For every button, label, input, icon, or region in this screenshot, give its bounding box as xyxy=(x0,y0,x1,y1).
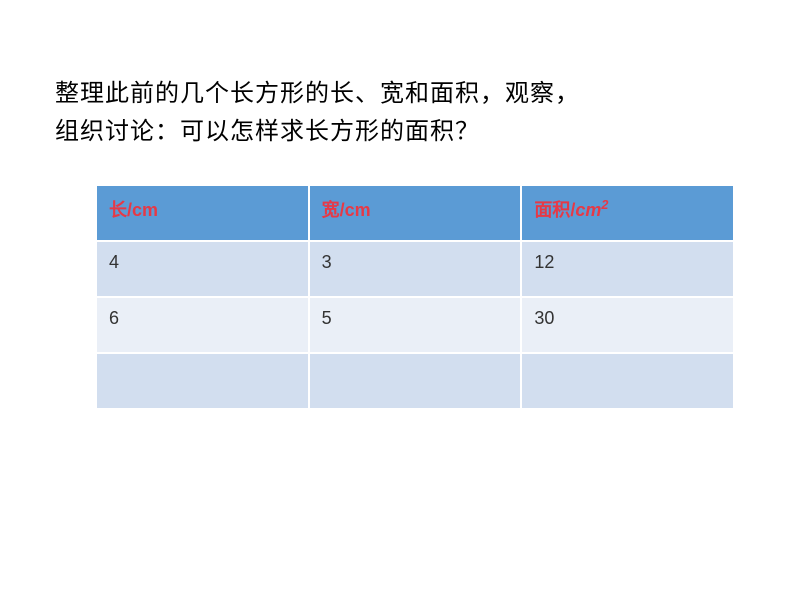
header-width: 宽/cm xyxy=(309,185,522,241)
question-line-2: 组织讨论：可以怎样求长方形的面积？ xyxy=(55,118,480,145)
cell-area xyxy=(521,353,734,409)
header-area-label: 面积 xyxy=(534,200,570,220)
header-width-label: 宽 xyxy=(322,200,340,220)
slide-content: 整理此前的几个长方形的长、宽和面积，观察， 组织讨论：可以怎样求长方形的面积？ … xyxy=(0,0,794,410)
header-area: 面积/cm2 xyxy=(521,185,734,241)
question-text: 整理此前的几个长方形的长、宽和面积，观察， 组织讨论：可以怎样求长方形的面积？ xyxy=(55,75,739,152)
table-header-row: 长/cm 宽/cm 面积/cm2 xyxy=(96,185,734,241)
header-length: 长/cm xyxy=(96,185,309,241)
cell-width: 5 xyxy=(309,297,522,353)
cell-length xyxy=(96,353,309,409)
cell-width: 3 xyxy=(309,241,522,297)
cell-width xyxy=(309,353,522,409)
rectangle-data-table: 长/cm 宽/cm 面积/cm2 4 3 12 6 5 30 xyxy=(95,184,735,410)
cell-length: 4 xyxy=(96,241,309,297)
header-length-unit: /cm xyxy=(127,200,158,220)
cell-area: 30 xyxy=(521,297,734,353)
header-width-unit: /cm xyxy=(340,200,371,220)
header-area-unit-exp: 2 xyxy=(601,198,608,212)
table-row xyxy=(96,353,734,409)
header-area-unit-base: cm xyxy=(575,200,601,220)
cell-area: 12 xyxy=(521,241,734,297)
table-row: 4 3 12 xyxy=(96,241,734,297)
cell-length: 6 xyxy=(96,297,309,353)
question-line-1: 整理此前的几个长方形的长、宽和面积，观察， xyxy=(55,80,580,107)
header-length-label: 长 xyxy=(109,200,127,220)
table-row: 6 5 30 xyxy=(96,297,734,353)
